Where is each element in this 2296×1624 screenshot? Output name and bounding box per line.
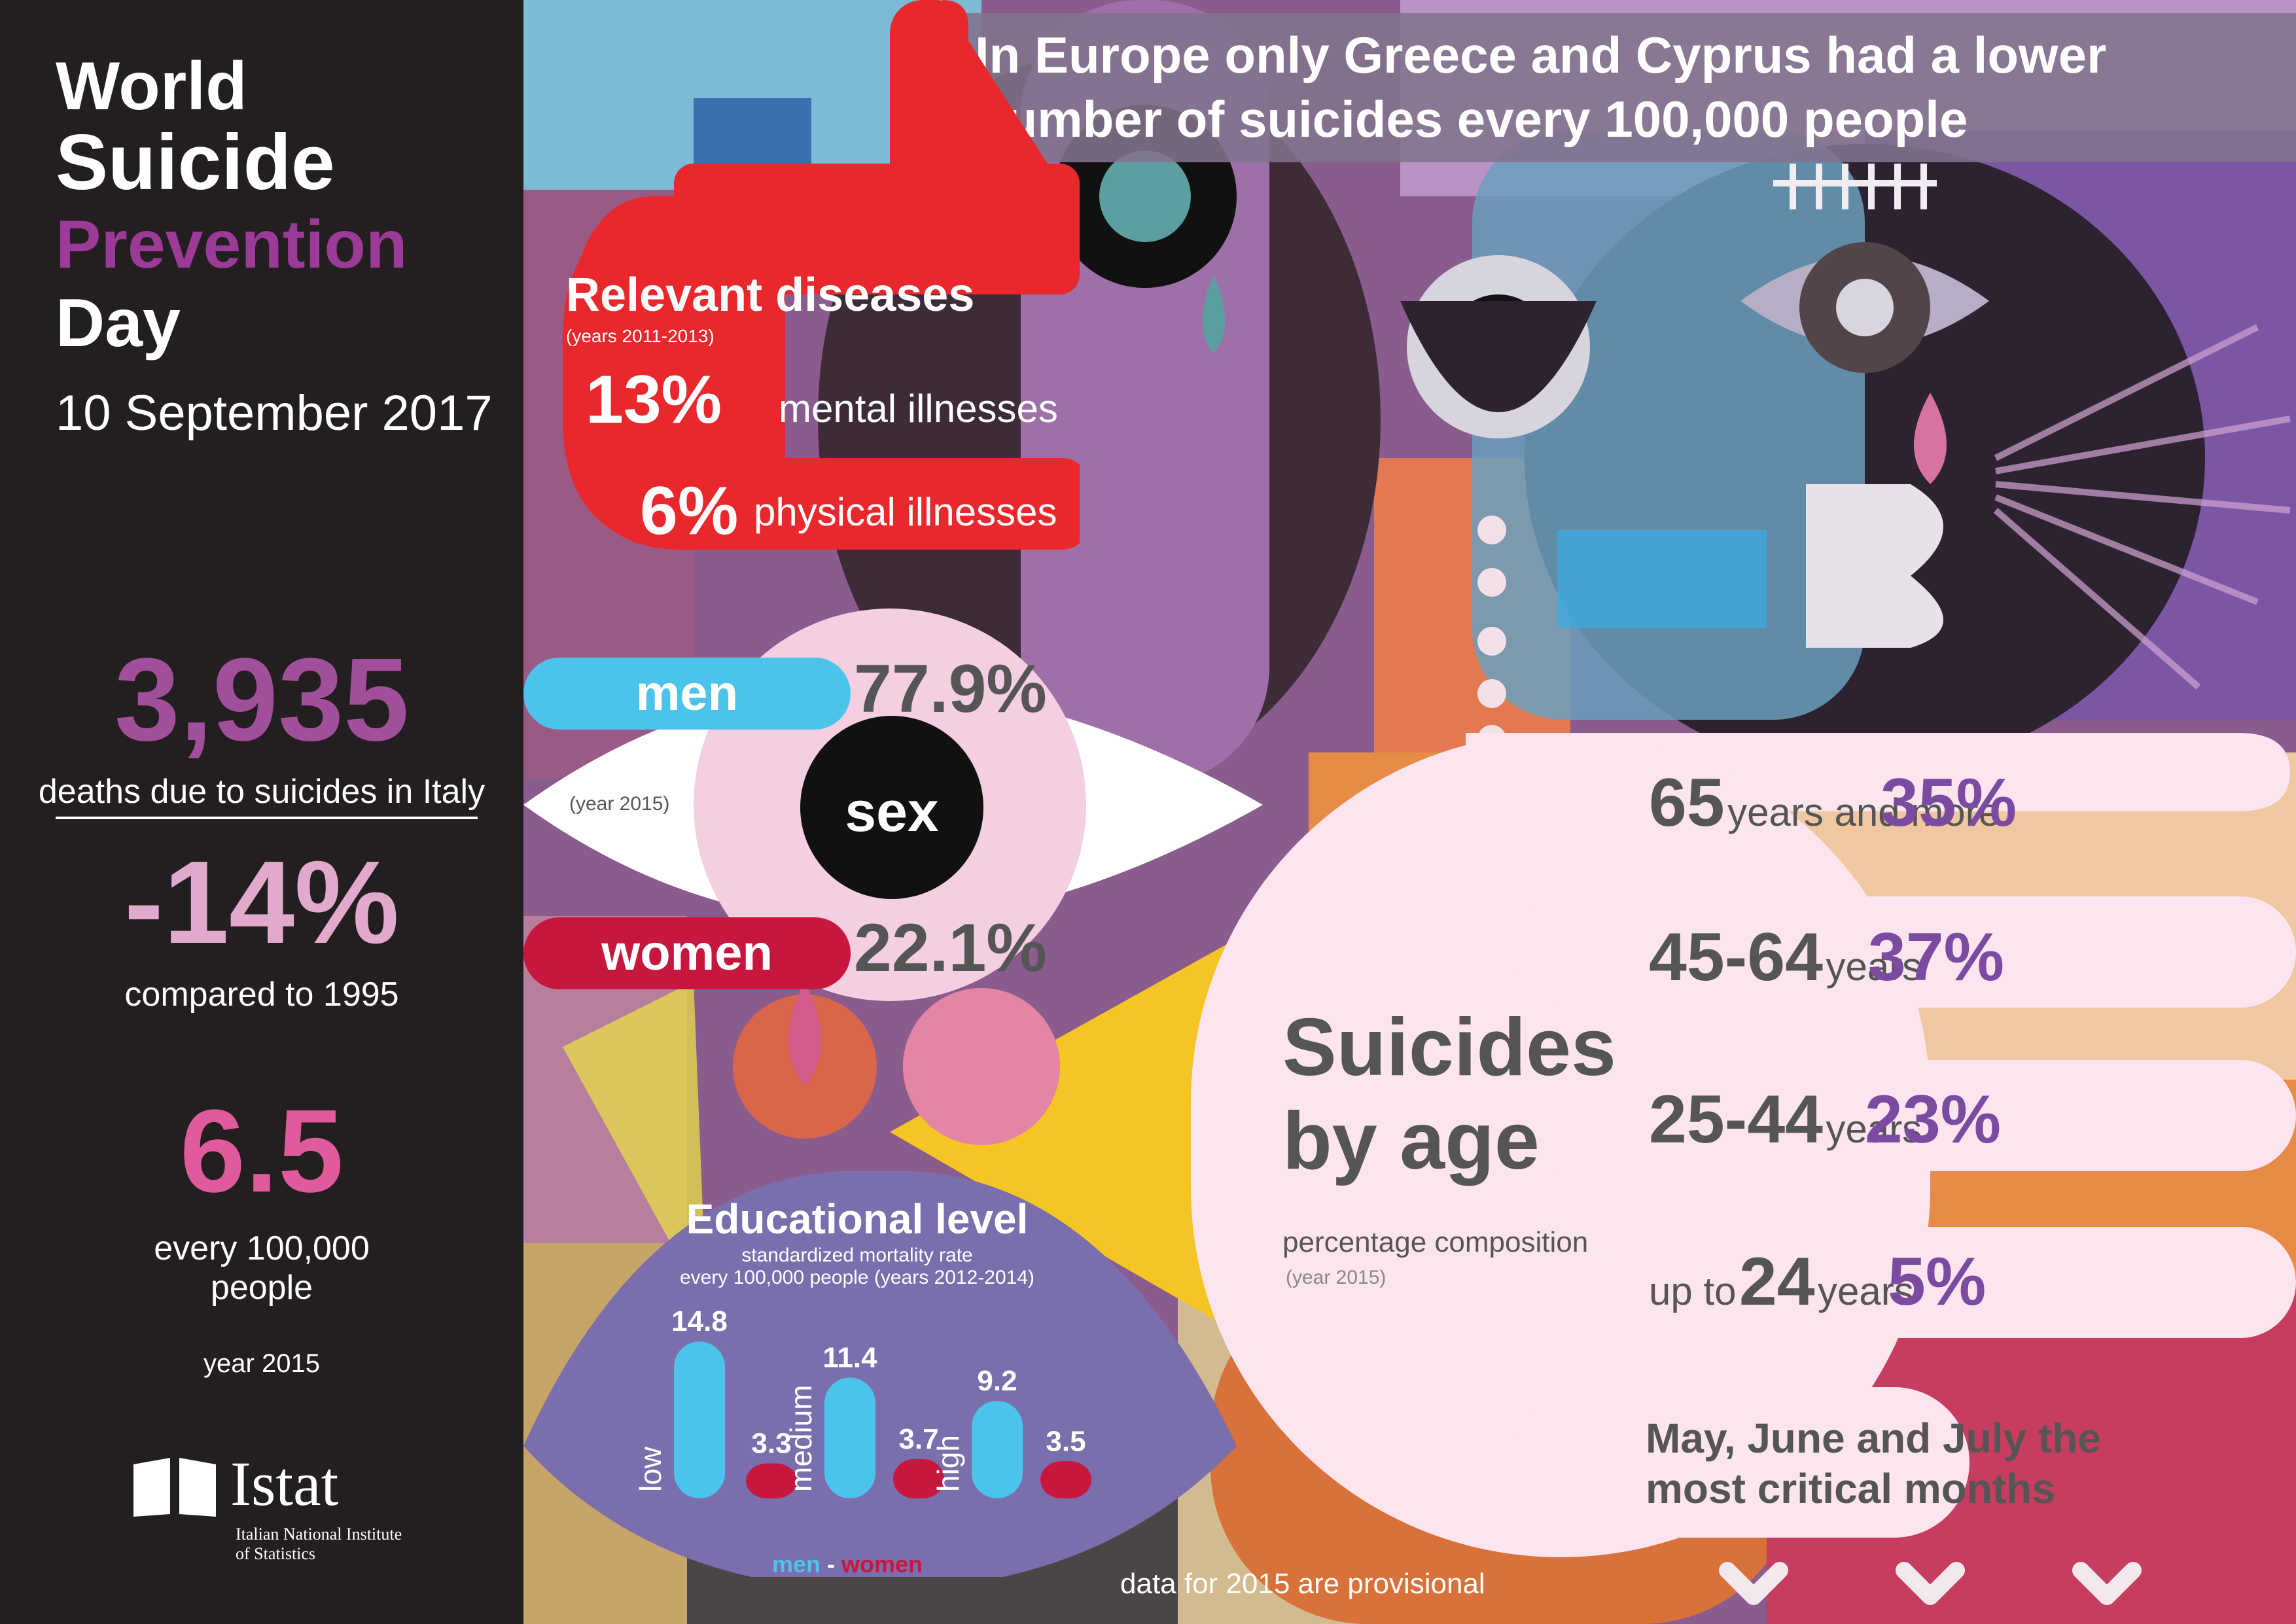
bar-label-women-high: 3.5 xyxy=(1046,1425,1086,1457)
critical-months-1: May, June and July the xyxy=(1646,1415,2101,1462)
legend-women: women xyxy=(841,1551,923,1578)
logo-name: Istat xyxy=(230,1449,339,1519)
title-world: World xyxy=(56,48,247,124)
mental-label: mental illnesses xyxy=(779,387,1058,431)
headline-banner xyxy=(942,13,2296,162)
age-title-1: Suicides xyxy=(1282,1002,1616,1093)
mental-value: 13% xyxy=(586,362,722,438)
bar-label-men-high: 9.2 xyxy=(977,1365,1017,1397)
age-title-2: by age xyxy=(1282,1095,1540,1186)
age-row-up-to-24: up to 24 years 5% xyxy=(1649,1243,2238,1321)
age-row-suffix: years xyxy=(1818,1269,1914,1313)
title-day: Day xyxy=(56,285,181,361)
legend-separator: - xyxy=(821,1551,842,1578)
title-suicide: Suicide xyxy=(56,118,335,206)
age-row-num: 25-44 xyxy=(1649,1082,1823,1157)
critical-months-2: most critical months xyxy=(1646,1464,2055,1512)
age-row-suffix: years xyxy=(1826,1107,1922,1151)
change-label: compared to 1995 xyxy=(124,976,399,1014)
age-row-num: 24 xyxy=(1739,1244,1815,1320)
sex-eye-panel: men 77.9% (year 2015) sex women 22.1% xyxy=(523,595,1269,1014)
artwork: In Europe only Greece and Cyprus had a l… xyxy=(523,0,2296,1624)
education-subtitle-2: every 100,000 people (years 2012-2014) xyxy=(679,1267,1035,1288)
education-bar-chart: 14.8 3.3 low 11.4 3.7 medium 9.2 3.5 high xyxy=(633,1305,1091,1498)
diseases-title: Relevant diseases xyxy=(566,269,975,321)
women-value: 22.1% xyxy=(854,910,1047,986)
education-legend: men - women xyxy=(772,1551,923,1578)
event-date: 10 September 2017 xyxy=(56,385,493,441)
rate-year: year 2015 xyxy=(203,1349,320,1378)
rate-label-2: people xyxy=(210,1269,313,1307)
rate-label-1: every 100,000 xyxy=(154,1229,370,1267)
bar-label-men-low: 14.8 xyxy=(671,1305,728,1337)
education-title: Educational level xyxy=(686,1195,1029,1243)
age-bubble xyxy=(1191,733,2296,1557)
women-pill xyxy=(523,917,851,989)
physical-value: 6% xyxy=(640,473,739,549)
men-pill xyxy=(523,658,851,730)
age-row-prefix: up to xyxy=(1649,1269,1737,1313)
diseases-shape xyxy=(563,0,1080,550)
footer-note: data for 2015 are provisional xyxy=(1120,1568,1485,1600)
diseases-panel: Relevant diseases (years 2011-2013) 13% … xyxy=(523,0,1080,556)
headline-line-1: In Europe only Greece and Cyprus had a l… xyxy=(975,26,2107,84)
category-label-low: low xyxy=(633,1446,667,1492)
category-label-medium: medium xyxy=(784,1385,818,1492)
education-panel: Educational level standardized mortality… xyxy=(523,1171,1243,1578)
age-row-65plus: 65 years and more 35% xyxy=(1649,764,2238,842)
bar-women-high xyxy=(1040,1461,1091,1498)
age-row-suffix: years and more xyxy=(1727,790,2001,834)
legend-men: men xyxy=(772,1551,821,1578)
change-value: -14% xyxy=(124,837,400,968)
age-row-num: 65 xyxy=(1649,765,1725,841)
bar-men-medium xyxy=(824,1377,875,1498)
age-row-pct: 37% xyxy=(1868,919,2005,995)
age-year: (year 2015) xyxy=(1286,1267,1386,1288)
bar-men-low xyxy=(674,1341,725,1498)
age-row-pct: 23% xyxy=(1865,1082,2002,1157)
sex-year: (year 2015) xyxy=(569,793,670,815)
sidebar: World Suicide Prevention Day 10 Septembe… xyxy=(0,0,523,1624)
physical-label: physical illnesses xyxy=(754,490,1057,534)
women-label: women xyxy=(601,925,773,981)
headline-line-2: number of suicides every 100,000 people xyxy=(975,90,1968,148)
deaths-value: 3,935 xyxy=(114,634,410,766)
age-row-25-44: 25-44 years 23% xyxy=(1649,1081,2238,1159)
critical-months: May, June and July the most critical mon… xyxy=(1646,1413,2101,1514)
bar-women-low xyxy=(746,1463,797,1498)
category-label-high: high xyxy=(931,1435,965,1492)
age-subtitle: percentage composition xyxy=(1282,1226,1589,1258)
bar-label-men-medium: 11.4 xyxy=(822,1341,877,1373)
bar-label-women-medium: 3.7 xyxy=(898,1423,938,1455)
headline: In Europe only Greece and Cyprus had a l… xyxy=(975,24,2106,151)
men-value: 77.9% xyxy=(854,651,1047,727)
age-row-num: 45-64 xyxy=(1649,919,1823,995)
logo-sub-2: of Statistics xyxy=(236,1544,316,1563)
bar-label-women-low: 3.3 xyxy=(751,1428,791,1460)
age-row-pct: 35% xyxy=(1881,765,2017,841)
age-title: Suicides by age xyxy=(1282,1001,1616,1188)
diseases-years: (years 2011-2013) xyxy=(566,326,715,346)
sex-label: sex xyxy=(845,781,939,843)
bar-men-high xyxy=(972,1400,1023,1498)
education-subtitle-1: standardized mortality rate xyxy=(741,1244,973,1266)
istat-logo-icon xyxy=(131,1458,222,1520)
logo-sub-1: Italian National Institute xyxy=(236,1525,402,1544)
men-label: men xyxy=(635,665,739,721)
bar-women-medium xyxy=(893,1459,944,1498)
age-row-45-64: 45-64 years 37% xyxy=(1649,919,2238,997)
eye-shape xyxy=(523,609,1263,1001)
title-prevention: Prevention xyxy=(56,207,408,283)
deaths-label: deaths due to suicides in Italy xyxy=(38,773,486,811)
age-row-pct: 5% xyxy=(1888,1244,1987,1320)
rate-value: 6.5 xyxy=(179,1086,344,1217)
age-row-suffix: years xyxy=(1826,945,1922,989)
divider xyxy=(56,817,478,819)
